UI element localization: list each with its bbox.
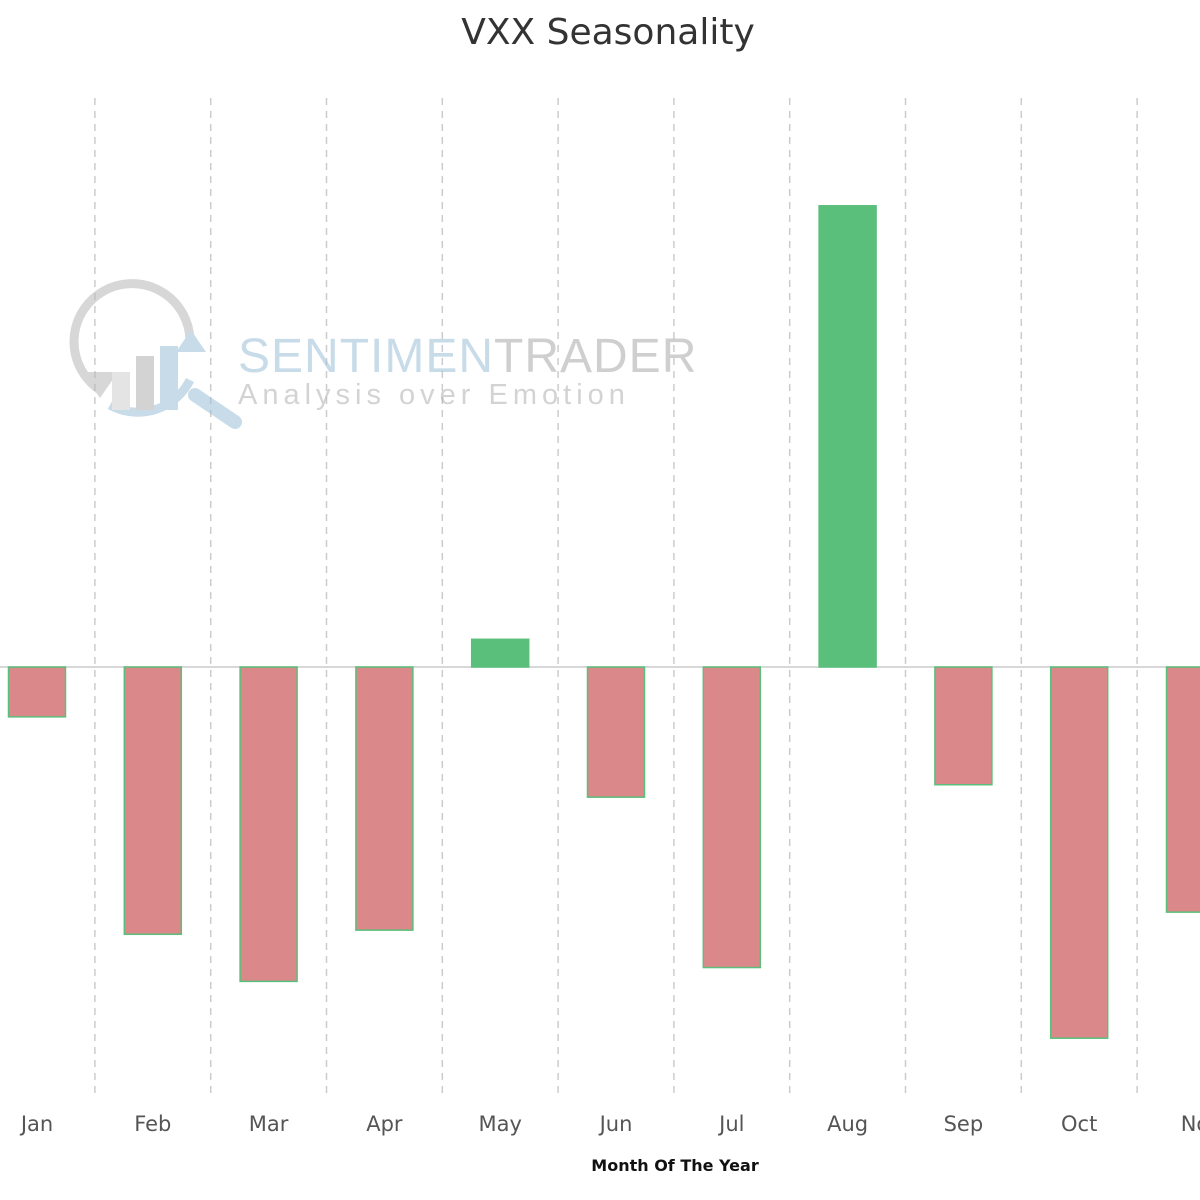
bar-mar	[239, 666, 298, 983]
grid-lines	[94, 98, 1138, 1094]
bar-no	[1165, 666, 1200, 913]
bars	[7, 205, 1200, 1039]
x-tick-label: Mar	[249, 1112, 289, 1136]
x-tick-label: No	[1181, 1112, 1200, 1136]
x-tick-label: Jun	[598, 1112, 633, 1136]
chart-title: VXX Seasonality	[461, 12, 755, 53]
watermark-tagline: Analysis over Emotion	[238, 379, 630, 411]
bar-feb	[123, 666, 183, 936]
bar-jun	[586, 666, 646, 798]
bar-sep	[934, 666, 993, 786]
bar-jan	[7, 666, 67, 718]
x-tick-label: Jul	[717, 1112, 744, 1136]
x-tick-label: Aug	[827, 1112, 868, 1136]
magnifier-chart-icon	[69, 279, 242, 429]
x-tick-label: Jan	[19, 1112, 53, 1136]
watermark-brand: SENTIMENTRADER	[238, 330, 697, 383]
watermark-logo: SENTIMENTRADER Analysis over Emotion	[69, 279, 697, 429]
bar-may	[470, 638, 530, 668]
x-tick-label: Oct	[1061, 1112, 1097, 1136]
x-tick-label: May	[478, 1112, 521, 1136]
bar-aug	[818, 205, 877, 668]
bar-jul	[702, 666, 762, 969]
x-tick-label: Sep	[944, 1112, 984, 1136]
x-tick-label: Apr	[366, 1112, 403, 1136]
bar-oct	[1049, 666, 1109, 1039]
x-tick-label: Feb	[134, 1112, 171, 1136]
x-tick-labels: Jan Feb Mar Apr May Jun Jul Aug Sep Oct No	[19, 1112, 1200, 1136]
bar-apr	[355, 666, 414, 931]
x-axis-label: Month Of The Year	[591, 1156, 759, 1175]
